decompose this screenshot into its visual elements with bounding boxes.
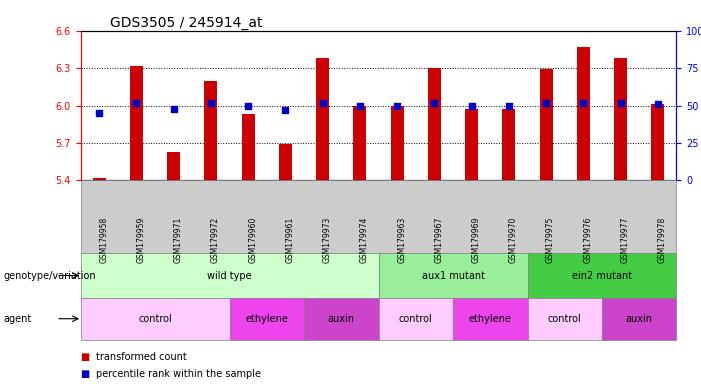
Text: GSM179975: GSM179975 (546, 217, 555, 263)
Text: control: control (138, 314, 172, 324)
Text: ■: ■ (81, 352, 90, 362)
Point (615, 99, 626, 106)
Text: GSM179970: GSM179970 (509, 217, 518, 263)
Text: control: control (399, 314, 433, 324)
Text: GSM179959: GSM179959 (137, 217, 146, 263)
Text: GSM179958: GSM179958 (100, 217, 108, 263)
Text: control: control (548, 314, 582, 324)
Text: percentile rank within the sample: percentile rank within the sample (96, 369, 261, 379)
Text: GSM179972: GSM179972 (211, 217, 220, 263)
Text: GSM179960: GSM179960 (248, 217, 257, 263)
Point (168, 106, 179, 112)
Text: ein2 mutant: ein2 mutant (572, 270, 632, 281)
Text: genotype/variation: genotype/variation (4, 270, 96, 281)
Text: GSM179971: GSM179971 (174, 217, 183, 263)
Text: auxin: auxin (328, 314, 355, 324)
Bar (242, 114, 254, 180)
Bar (465, 109, 478, 180)
Bar (279, 144, 292, 180)
Bar (130, 66, 143, 180)
Bar (577, 47, 590, 180)
Text: GSM179978: GSM179978 (658, 217, 667, 263)
Text: transformed count: transformed count (96, 352, 186, 362)
Text: ethylene: ethylene (469, 314, 512, 324)
Text: agent: agent (4, 314, 32, 324)
Bar (353, 106, 367, 180)
Bar (168, 152, 180, 180)
Text: GSM179974: GSM179974 (360, 217, 369, 263)
Bar (205, 81, 217, 180)
Point (317, 99, 328, 106)
Point (503, 103, 515, 109)
Text: GSM179967: GSM179967 (435, 217, 444, 263)
Point (205, 99, 217, 106)
Text: wild type: wild type (207, 270, 252, 281)
Bar (503, 109, 515, 180)
Point (578, 99, 589, 106)
Point (131, 99, 142, 106)
Bar (614, 58, 627, 180)
Text: auxin: auxin (626, 314, 653, 324)
Text: GSM179961: GSM179961 (285, 217, 294, 263)
Point (354, 103, 365, 109)
Text: GSM179963: GSM179963 (397, 217, 406, 263)
Bar (540, 70, 552, 180)
Point (243, 103, 254, 109)
Bar (316, 58, 329, 180)
Text: ■: ■ (81, 369, 90, 379)
Text: ethylene: ethylene (245, 314, 288, 324)
Point (652, 101, 663, 107)
Text: GSM179976: GSM179976 (583, 217, 592, 263)
Text: GSM179973: GSM179973 (322, 217, 332, 263)
Point (429, 99, 440, 106)
Bar (390, 106, 404, 180)
Text: aux1 mutant: aux1 mutant (421, 270, 484, 281)
Text: GDS3505 / 245914_at: GDS3505 / 245914_at (111, 16, 263, 30)
Point (94, 110, 105, 116)
Point (392, 103, 403, 109)
Text: GSM179969: GSM179969 (472, 217, 481, 263)
Point (540, 99, 552, 106)
Bar (428, 68, 441, 180)
Bar (93, 178, 106, 180)
Bar (651, 104, 665, 180)
Point (280, 107, 291, 113)
Text: GSM179977: GSM179977 (620, 217, 629, 263)
Point (466, 103, 477, 109)
